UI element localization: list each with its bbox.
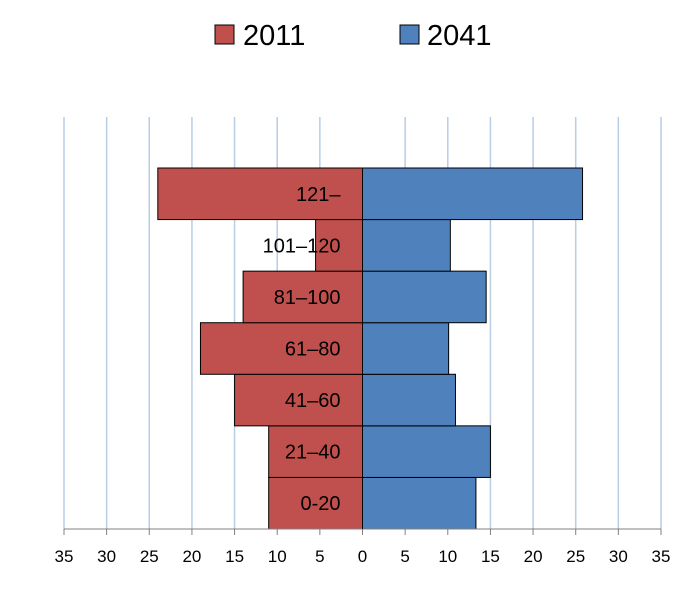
category-label: 0-20 — [300, 493, 340, 515]
bar-2011-81–100 — [242, 270, 364, 324]
legend-label-2011: 2011 — [243, 20, 305, 52]
x-tick-label: 5 — [400, 547, 409, 566]
x-tick-label: 0 — [358, 547, 367, 566]
bar-2041-121– — [362, 167, 584, 221]
x-tick-label: 20 — [182, 547, 201, 566]
bar-2011-101–120 — [315, 219, 364, 272]
category-label: 101–120 — [263, 235, 341, 257]
bar-2041-21–40 — [362, 425, 491, 478]
bar-2041-0-20 — [362, 476, 477, 530]
bar-2041-41–60 — [362, 373, 456, 427]
category-label: 81–100 — [274, 287, 341, 309]
x-tick-label: 5 — [315, 547, 324, 566]
category-label: 21–40 — [285, 442, 341, 464]
x-tick-label: 20 — [524, 547, 543, 566]
legend-label-2041: 2041 — [427, 20, 492, 52]
bar-2041-81–100 — [362, 270, 487, 324]
legend: 2011 2041 — [214, 20, 492, 52]
x-tick-label: 25 — [566, 547, 585, 566]
x-tick-label: 35 — [652, 547, 671, 566]
bar-2011-121– — [157, 167, 363, 221]
x-axis: 35 30 25 20 15 10 5 0 5 10 15 20 25 30 35 — [55, 168, 671, 566]
x-tick-label: 30 — [97, 547, 116, 566]
legend-swatch-2011 — [214, 24, 235, 45]
x-tick-label: 30 — [609, 547, 628, 566]
x-tick-label: 25 — [140, 547, 159, 566]
x-tick-label: 10 — [438, 547, 457, 566]
category-labels: 0-20 21–40 41–60 61–80 81–100 101–120 121– — [263, 184, 342, 515]
category-label: 121– — [296, 184, 341, 206]
x-tick-label: 15 — [481, 547, 500, 566]
bars — [157, 167, 584, 530]
legend-swatch-2041 — [399, 24, 420, 45]
x-tick-label: 10 — [268, 547, 287, 566]
category-label: 61–80 — [285, 339, 341, 361]
bar-2041-61–80 — [362, 322, 450, 375]
category-label: 41–60 — [285, 390, 341, 412]
bar-2041-101–120 — [362, 219, 451, 272]
bar-2011-41–60 — [234, 373, 363, 427]
x-tick-label: 15 — [225, 547, 244, 566]
x-tick-label: 35 — [55, 547, 74, 566]
